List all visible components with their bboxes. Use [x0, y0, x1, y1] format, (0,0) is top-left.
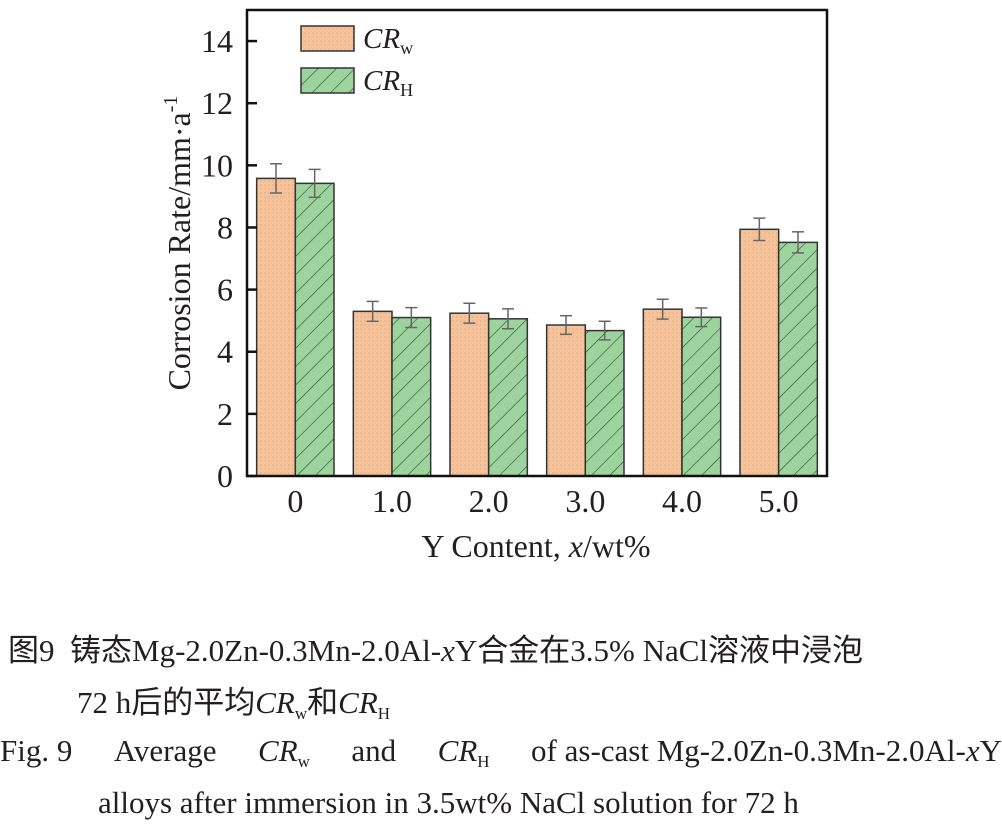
- bar-crw-5.0: [739, 228, 780, 477]
- error-bar-crh-2.0: [502, 308, 514, 330]
- caption-en-post: of as-cast Mg-2.0Zn-0.3Mn-2.0Al-: [531, 733, 966, 768]
- y-axis-label-sup: -1: [160, 96, 182, 113]
- bar-crh-3.0: [584, 329, 625, 477]
- bar-chart: 0 2 4 6 8 10 12 14 0 1.0 2.0 3.0 4.0 5.0 Corrosion R…: [160, 8, 829, 564]
- caption-cn2-cr1: CR: [255, 685, 295, 720]
- y-tick-label: 10: [201, 147, 233, 183]
- x-axis-label: Y Content, x/wt%: [422, 528, 651, 564]
- caption-cn2-mid: 和: [307, 685, 339, 720]
- y-tick-label: 4: [217, 334, 233, 370]
- caption-cn-x: x: [441, 633, 455, 668]
- y-axis-label-main: Corrosion Rate/mm·a: [161, 112, 197, 390]
- bar-crw-0: [255, 177, 297, 477]
- caption-en-sub2: H: [477, 752, 490, 771]
- caption-cn-line1: 图9 铸态Mg-2.0Zn-0.3Mn-2.0Al-xY合金在3.5% NaCl…: [8, 625, 863, 670]
- y-axis-label: Corrosion Rate/mm·a-1: [160, 96, 197, 391]
- caption-en-end: Y: [979, 733, 1002, 768]
- error-bar-crw-5.0: [753, 217, 766, 242]
- y-tick-label: 14: [201, 23, 233, 59]
- bar-crh-4.0: [681, 316, 722, 477]
- error-bar-crh-5.0: [792, 231, 804, 254]
- caption-cn-line2: 72 h后的平均CRw和CRH: [77, 677, 390, 724]
- caption-en-cr2: CR: [437, 733, 478, 768]
- error-bar-crh-3.0: [598, 320, 611, 341]
- error-bar-crh-0: [308, 168, 321, 199]
- caption-en-cr1: CR: [258, 733, 298, 768]
- x-tick-label: 0: [287, 483, 303, 519]
- caption-en-x: x: [965, 733, 980, 768]
- y-tick-label: 12: [201, 85, 233, 121]
- x-axis-label-post: /wt%: [583, 528, 651, 564]
- x-tick-label: 2.0: [469, 483, 509, 519]
- y-axis-ticks: 0 2 4 6 8 10 12 14: [201, 23, 257, 494]
- caption-cn2-sub1: w: [294, 704, 308, 723]
- plot-frame: [245, 8, 829, 478]
- x-tick-label: 5.0: [759, 483, 799, 519]
- caption-en-mid: and: [351, 733, 397, 768]
- bars-layer: [255, 177, 819, 477]
- caption-en-line2: alloys after immersion in 3.5wt% NaCl so…: [98, 785, 799, 820]
- legend-label-crh: CRH: [363, 65, 413, 100]
- bar-crh-1.0: [391, 316, 432, 477]
- bar-crw-4.0: [642, 308, 683, 477]
- bar-crh-2.0: [487, 318, 529, 477]
- caption-en-pre: Average: [113, 733, 217, 768]
- caption-cn-fig: 图9: [8, 633, 55, 668]
- legend: CRw CRH: [300, 23, 413, 100]
- error-bar-crh-1.0: [405, 306, 418, 329]
- x-axis-label-var: x: [568, 528, 583, 564]
- error-bar-crh-4.0: [695, 307, 708, 328]
- error-bar-crw-4.0: [656, 298, 669, 320]
- y-tick-label: 8: [217, 209, 233, 245]
- y-tick-label: 2: [217, 396, 233, 432]
- error-bars-layer: [270, 163, 804, 341]
- legend-label-crw: CRw: [363, 23, 413, 58]
- y-tick-label: 0: [217, 458, 233, 494]
- caption-en-line1: Fig. 9 Average CRw and CRH of as-cast Mg…: [0, 733, 1002, 772]
- x-tick-label: 3.0: [565, 483, 605, 519]
- caption-cn2-pre: 72 h后的平均: [77, 685, 256, 720]
- legend-swatch-crh: [300, 67, 355, 94]
- bar-crw-2.0: [449, 312, 490, 477]
- bar-crh-5.0: [777, 241, 819, 477]
- legend-swatch-crw: [300, 25, 355, 52]
- error-bar-crw-3.0: [560, 314, 572, 336]
- error-bar-crw-1.0: [366, 300, 379, 323]
- y-tick-label: 6: [217, 272, 233, 308]
- caption-en-sub1: w: [297, 752, 310, 771]
- bar-crh-0: [294, 182, 335, 477]
- x-tick-label: 1.0: [372, 483, 412, 519]
- caption-cn2-cr2: CR: [338, 685, 378, 720]
- caption-cn-text: 铸态Mg-2.0Zn-0.3Mn-2.0Al-: [70, 633, 442, 668]
- caption-en-fig: Fig. 9: [0, 733, 73, 768]
- x-axis-label-pre: Y Content,: [422, 528, 569, 564]
- x-axis-ticks: 0 1.0 2.0 3.0 4.0 5.0: [287, 483, 798, 519]
- x-tick-label: 4.0: [662, 483, 702, 519]
- bar-crw-3.0: [545, 324, 587, 477]
- caption-cn2-sub2: H: [377, 704, 391, 723]
- caption-cn-text2: Y合金在3.5% NaCl溶液中浸泡: [454, 633, 864, 668]
- bar-crw-1.0: [352, 310, 393, 477]
- error-bar-crw-0: [270, 163, 282, 194]
- error-bar-crw-2.0: [463, 302, 476, 324]
